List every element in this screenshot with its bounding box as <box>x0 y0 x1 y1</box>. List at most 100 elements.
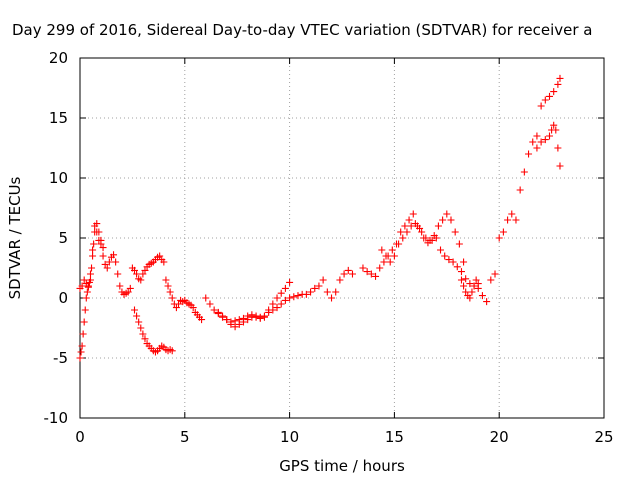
data-point <box>447 216 455 224</box>
scatter-series-9 <box>533 121 564 170</box>
data-point <box>328 294 336 302</box>
data-point <box>156 252 164 260</box>
data-point <box>470 282 478 290</box>
data-point <box>80 318 88 326</box>
x-tick-label: 10 <box>280 428 299 446</box>
data-point <box>137 324 145 332</box>
data-point <box>424 239 432 247</box>
scatter-series-8 <box>457 74 564 306</box>
data-point <box>114 270 122 278</box>
data-point <box>160 258 168 266</box>
data-point <box>302 290 310 298</box>
data-point <box>443 210 451 218</box>
data-point <box>449 258 457 266</box>
scatter-series-6 <box>359 210 468 280</box>
data-point <box>372 272 380 280</box>
data-point <box>168 347 176 355</box>
data-point <box>139 330 147 338</box>
tick-layer: 0 5 10 15 20 25 -10 -5 0 5 10 15 20 <box>44 49 614 446</box>
grid-layer <box>80 58 604 418</box>
data-point <box>311 284 319 292</box>
x-tick-label: 5 <box>180 428 190 446</box>
scatter-series-5 <box>214 278 294 331</box>
data-point <box>541 96 549 104</box>
data-point <box>525 150 533 158</box>
x-tick-label: 15 <box>385 428 404 446</box>
data-point <box>432 234 440 242</box>
data-point <box>344 266 352 274</box>
data-point <box>80 276 88 284</box>
data-point <box>319 276 327 284</box>
data-point <box>175 300 183 308</box>
scatter-series-0 <box>76 222 168 298</box>
data-point <box>483 298 491 306</box>
data-point <box>290 293 298 301</box>
data-point <box>554 80 562 88</box>
data-point <box>97 236 105 244</box>
data-point <box>133 312 141 320</box>
data-point <box>112 258 120 266</box>
data-point <box>137 276 145 284</box>
data-point <box>214 308 222 316</box>
data-point <box>89 246 97 254</box>
y-tick-label: -10 <box>44 409 69 427</box>
data-point <box>537 138 545 146</box>
chart-title: Day 299 of 2016, Sidereal Day-to-day VTE… <box>12 21 593 39</box>
data-point <box>252 313 260 321</box>
data-point <box>397 228 405 236</box>
plot-frame <box>79 57 605 419</box>
data-point <box>451 228 459 236</box>
data-point <box>130 266 138 274</box>
data-point <box>407 222 415 230</box>
data-point <box>78 282 86 290</box>
data-point <box>286 294 294 302</box>
data-point <box>103 264 111 272</box>
data-point <box>428 236 436 244</box>
x-tick-label: 0 <box>75 428 85 446</box>
y-axis-title: SDTVAR / TECUs <box>6 176 24 299</box>
data-point <box>124 288 132 296</box>
data-point <box>533 132 541 140</box>
data-point <box>529 138 537 146</box>
scatter-series-7 <box>378 220 482 292</box>
data-point <box>77 348 85 356</box>
data-point <box>76 354 84 362</box>
data-point <box>307 288 315 296</box>
data-point <box>81 306 89 314</box>
data-point <box>78 342 86 350</box>
data-point <box>277 300 285 308</box>
data-point <box>468 288 476 296</box>
data-point <box>537 102 545 110</box>
data-point <box>101 260 109 268</box>
data-point <box>512 216 520 224</box>
data-point <box>86 270 94 278</box>
data-point <box>516 186 524 194</box>
data-point <box>239 318 247 326</box>
data-point <box>382 252 390 260</box>
data-point <box>88 264 96 272</box>
data-point <box>437 246 445 254</box>
data-point <box>219 312 227 320</box>
data-point <box>556 162 564 170</box>
data-point <box>110 251 118 259</box>
y-tick-label: 0 <box>58 289 68 307</box>
data-point <box>315 282 323 290</box>
data-point <box>286 278 294 286</box>
data-point <box>550 88 558 96</box>
data-point <box>139 270 147 278</box>
data-point <box>416 224 424 232</box>
data-point <box>390 252 398 260</box>
data-point <box>405 216 413 224</box>
data-point <box>474 280 482 288</box>
data-point <box>386 258 394 266</box>
data-point <box>269 300 277 308</box>
scatter-series-3 <box>162 276 206 324</box>
data-point <box>99 252 107 260</box>
data-point <box>380 258 388 266</box>
data-point <box>273 294 281 302</box>
data-point <box>376 264 384 272</box>
data-point <box>508 210 516 218</box>
mark-layer <box>76 74 564 362</box>
data-point <box>336 276 344 284</box>
